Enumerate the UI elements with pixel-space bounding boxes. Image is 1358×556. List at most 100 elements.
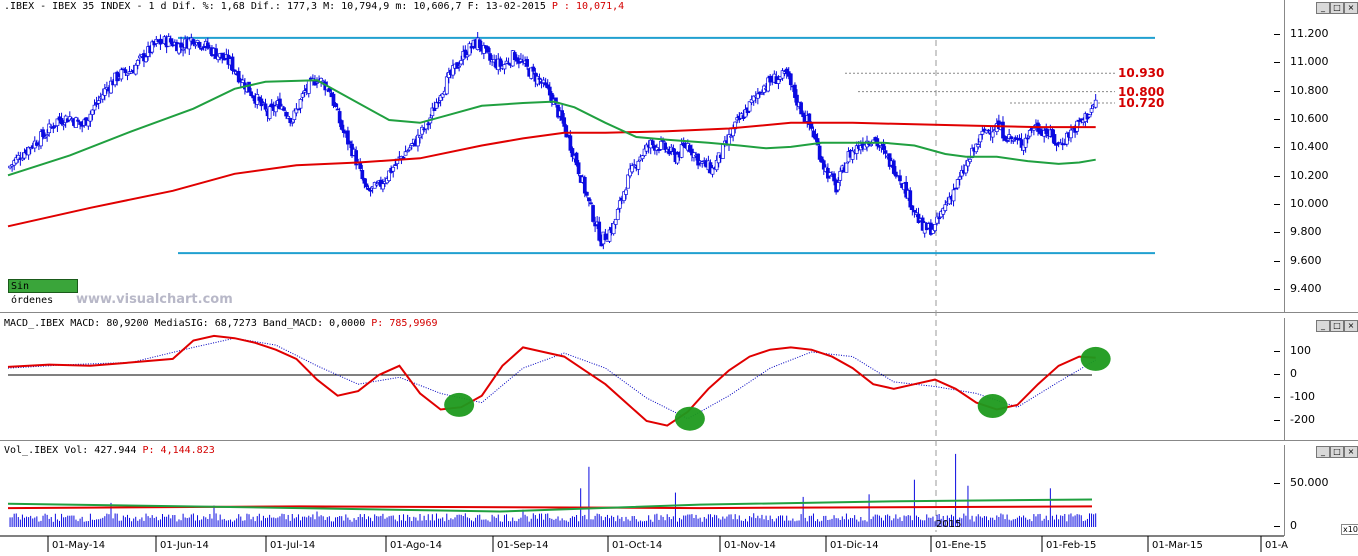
candle-bull xyxy=(96,100,101,104)
candle-bull xyxy=(766,77,770,92)
candle-bear xyxy=(278,98,282,110)
candle-bull xyxy=(298,99,303,109)
candle-bull xyxy=(403,151,408,156)
volume-tick-label: 50.000 xyxy=(1274,476,1329,489)
crossover-highlight xyxy=(674,406,705,431)
candle-bull xyxy=(286,116,291,119)
panel-separator[interactable] xyxy=(0,312,1358,317)
macd-panel[interactable] xyxy=(0,318,1284,440)
candle-bear xyxy=(531,66,536,72)
candle-bear xyxy=(333,103,338,108)
candle-bull xyxy=(86,120,91,127)
x-axis-label: 01-Oct-14 xyxy=(612,540,663,551)
candle-bull xyxy=(519,58,523,62)
x-axis-label: 01-Jul-14 xyxy=(270,540,316,551)
candle-bull xyxy=(434,102,439,109)
minimize-button[interactable]: _ xyxy=(1316,2,1330,14)
close-button[interactable]: × xyxy=(1344,320,1358,332)
candle-bear xyxy=(191,39,196,45)
maximize-button[interactable]: □ xyxy=(1330,320,1344,332)
candle-bull xyxy=(957,176,962,180)
candle-bear xyxy=(236,71,241,83)
candle-bear xyxy=(282,107,286,111)
minimize-button[interactable]: _ xyxy=(1316,320,1330,332)
candle-bull xyxy=(636,160,641,170)
panel-separator[interactable] xyxy=(0,440,1358,445)
candle-bear xyxy=(296,108,301,111)
candle-bull xyxy=(292,110,297,120)
candle-bear xyxy=(929,222,933,235)
candle-bear xyxy=(1005,140,1009,142)
candle-bull xyxy=(828,172,832,177)
candle-bull xyxy=(644,144,649,152)
candle-bull xyxy=(947,196,952,205)
candle-bull xyxy=(632,164,637,167)
candle-bull xyxy=(935,216,939,224)
candle-bull xyxy=(109,80,113,94)
candle-bear xyxy=(379,179,383,187)
price-tick-label: 10.800 xyxy=(1274,83,1329,97)
candle-bear xyxy=(582,177,587,194)
candle-bear xyxy=(799,102,803,115)
minimize-button[interactable]: _ xyxy=(1316,446,1330,458)
candle-bear xyxy=(251,95,255,99)
candle-bear xyxy=(910,205,915,210)
candle-bull xyxy=(1093,99,1098,108)
candle-bull xyxy=(622,191,626,201)
macd-header: MACD_.IBEX MACD: 80,9200 MediaSIG: 68,72… xyxy=(4,318,438,329)
candle-bear xyxy=(41,129,45,137)
candle-bear xyxy=(788,73,793,86)
x-axis-label: 01-Ene-15 xyxy=(935,540,987,551)
candle-bull xyxy=(47,123,52,134)
macd-tick-label: -100 xyxy=(1274,390,1315,403)
volume-average-red xyxy=(7,505,1093,510)
maximize-button[interactable]: □ xyxy=(1330,446,1344,458)
candle-bear xyxy=(1019,139,1024,148)
candle-bull xyxy=(613,218,618,225)
candle-bear xyxy=(432,107,437,112)
candle-bear xyxy=(793,84,797,98)
candle-bull xyxy=(193,44,198,47)
candle-bull xyxy=(300,93,305,98)
candle-bull xyxy=(16,154,21,160)
candle-bear xyxy=(469,46,474,49)
candle-bear xyxy=(768,75,773,83)
candle-bull xyxy=(747,101,752,112)
candle-bear xyxy=(360,170,365,180)
candle-bull xyxy=(267,106,272,119)
candle-bull xyxy=(617,200,622,209)
candle-bear xyxy=(346,130,350,145)
candle-bull xyxy=(177,43,181,54)
candle-bear xyxy=(34,142,39,146)
candle-bull xyxy=(611,222,616,235)
candle-bear xyxy=(197,41,202,48)
price-tick-label: 9.800 xyxy=(1274,225,1322,239)
resistance-label: 10.800 xyxy=(1118,84,1165,99)
candle-bull xyxy=(976,144,981,148)
candle-bear xyxy=(661,140,665,142)
candle-bull xyxy=(14,157,19,164)
candle-bull xyxy=(405,150,410,153)
candle-bull xyxy=(133,64,138,75)
candle-bull xyxy=(836,182,841,191)
price-tick-label: 9.600 xyxy=(1274,253,1322,267)
candle-bull xyxy=(941,208,946,215)
candle-bear xyxy=(506,62,511,65)
candle-bear xyxy=(813,133,818,140)
candle-bull xyxy=(55,118,60,127)
candle-bull xyxy=(451,65,455,76)
candle-bull xyxy=(420,126,424,135)
candle-bear xyxy=(393,164,398,166)
candle-bull xyxy=(39,131,43,147)
close-button[interactable]: × xyxy=(1344,446,1358,458)
maximize-button[interactable]: □ xyxy=(1330,2,1344,14)
close-button[interactable]: × xyxy=(1344,2,1358,14)
candle-bull xyxy=(869,143,873,146)
candle-bull xyxy=(74,117,78,128)
candle-bear xyxy=(562,117,567,127)
candle-bear xyxy=(537,77,542,80)
candle-bear xyxy=(335,108,340,111)
candle-bear xyxy=(401,156,406,159)
candle-bear xyxy=(681,142,686,147)
status-badge[interactable]: Sin órdenes xyxy=(8,279,78,306)
